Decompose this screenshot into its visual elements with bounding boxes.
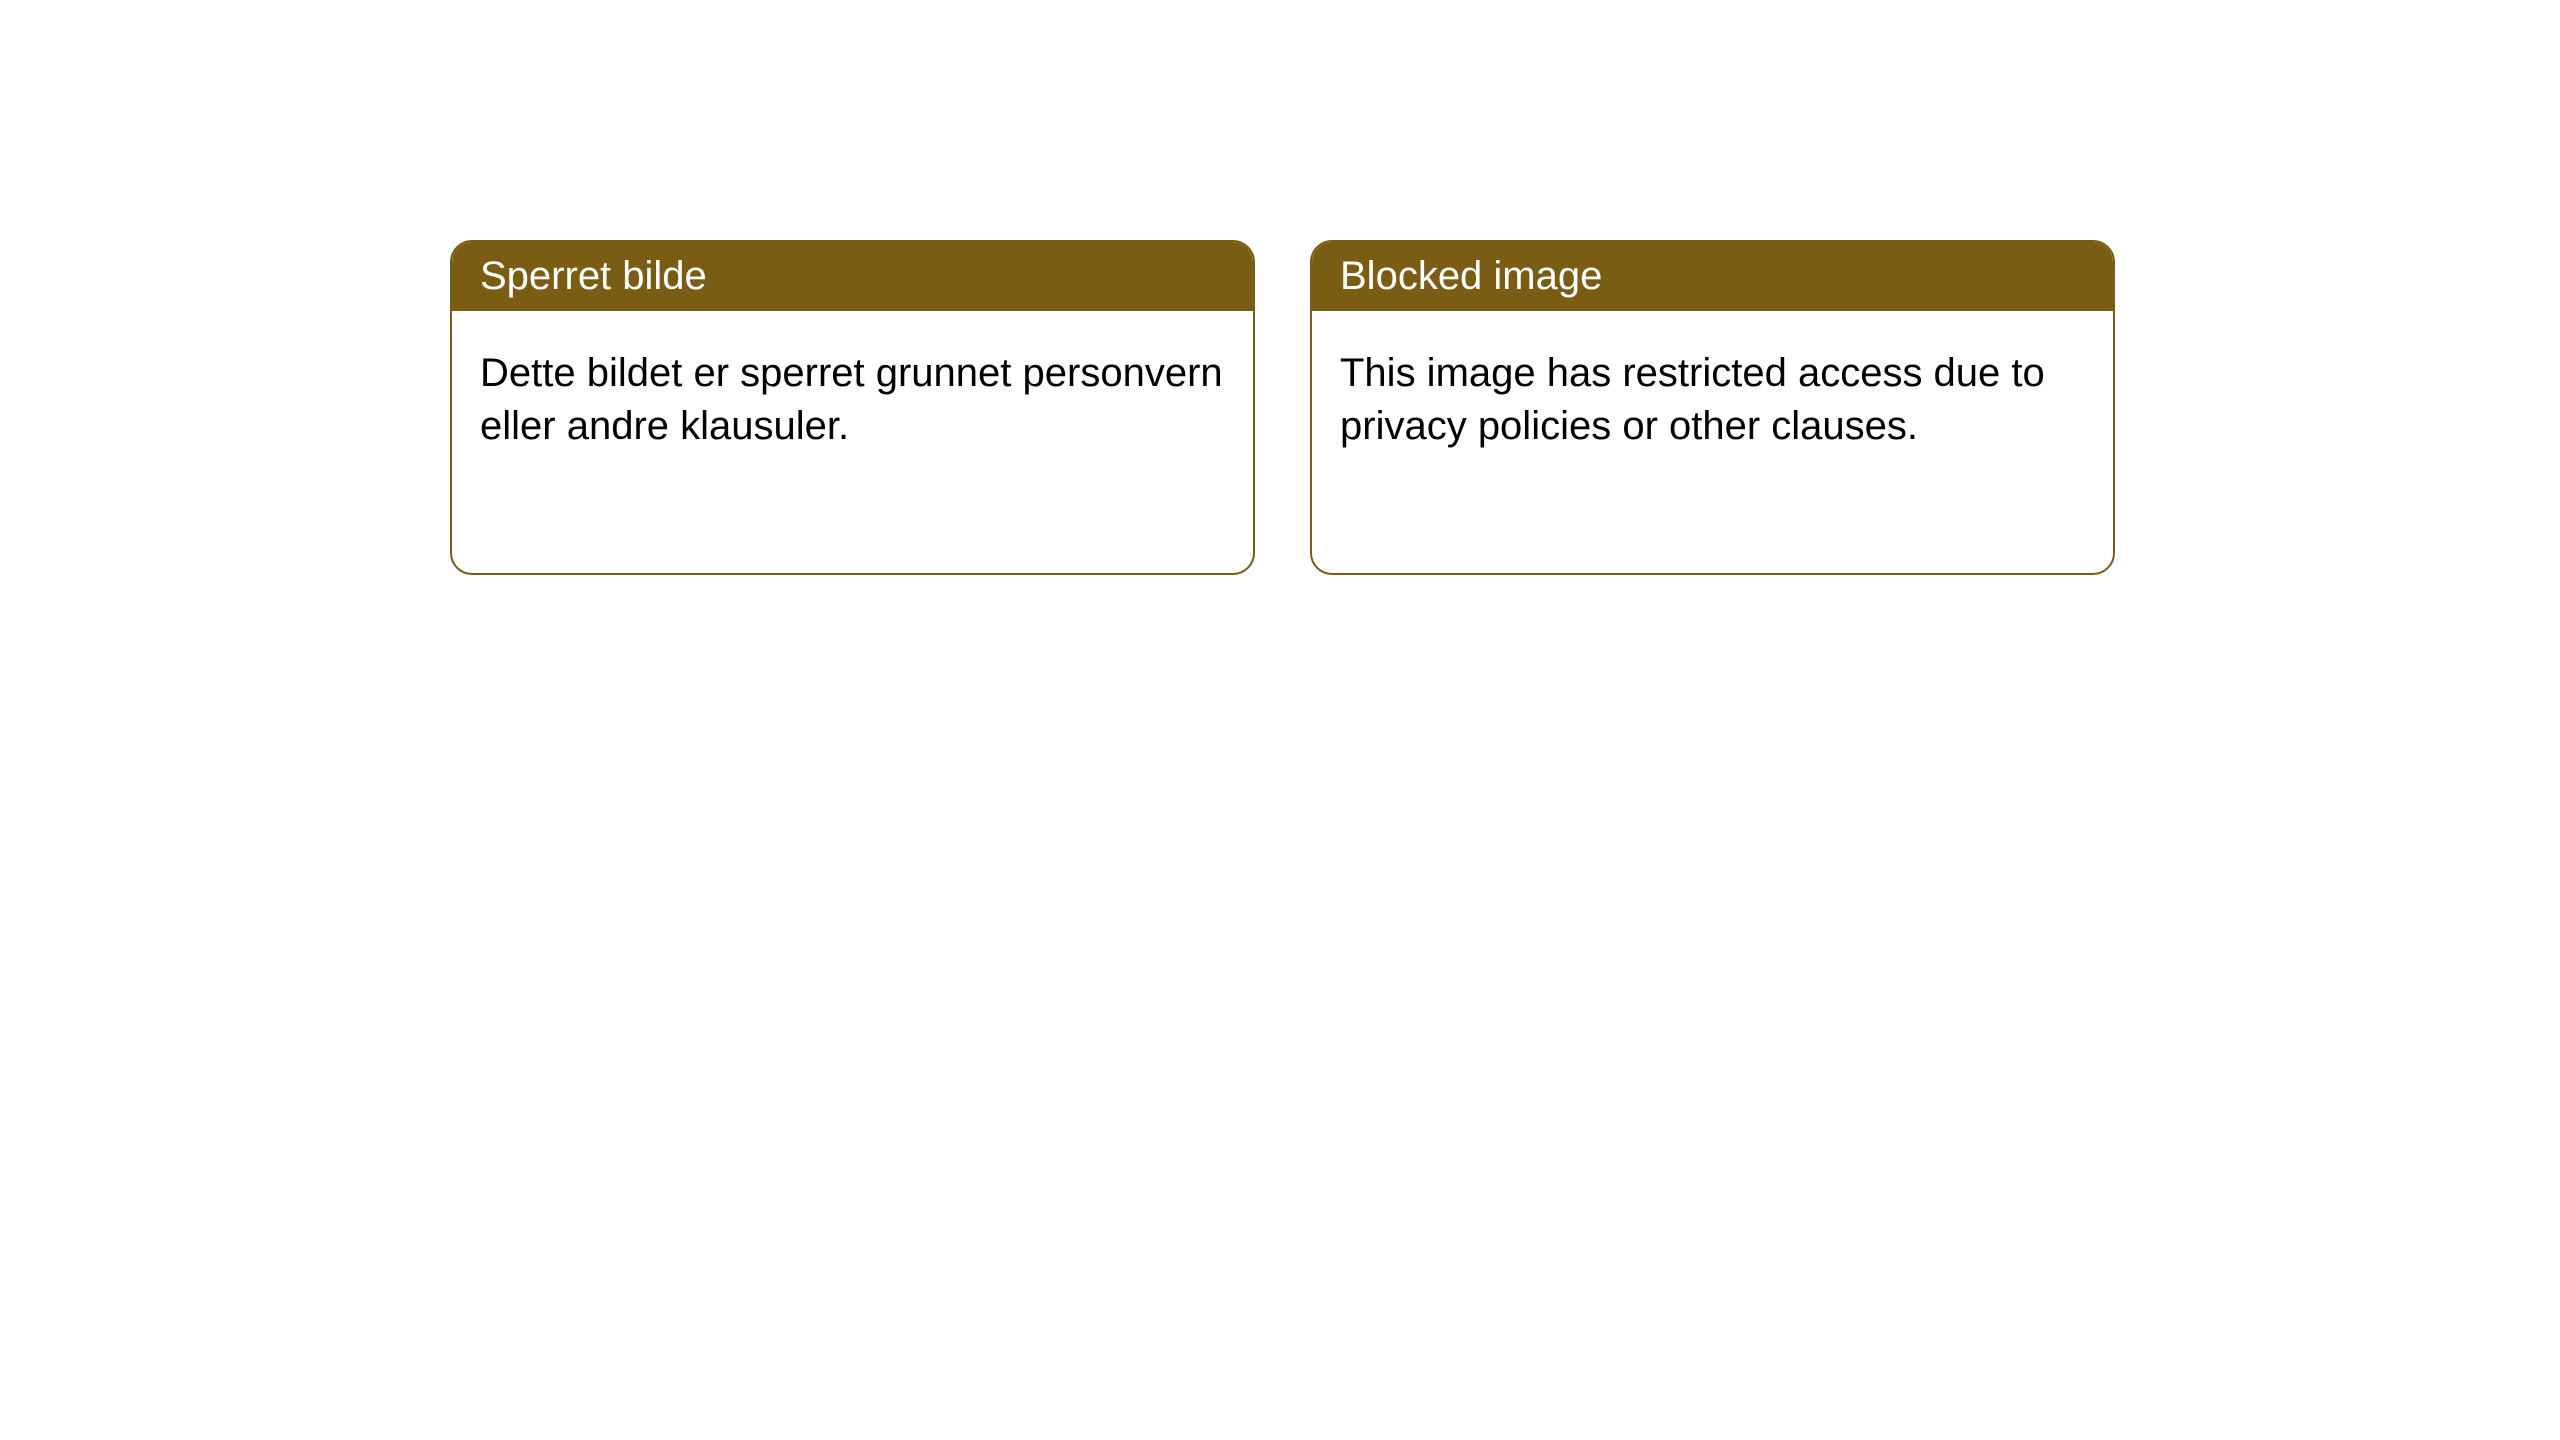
notice-card-norwegian: Sperret bilde Dette bildet er sperret gr…: [450, 240, 1255, 575]
notice-body: This image has restricted access due to …: [1312, 311, 2113, 489]
notice-body: Dette bildet er sperret grunnet personve…: [452, 311, 1253, 489]
notice-card-english: Blocked image This image has restricted …: [1310, 240, 2115, 575]
notice-title: Blocked image: [1312, 242, 2113, 311]
notice-container: Sperret bilde Dette bildet er sperret gr…: [0, 0, 2560, 575]
notice-title: Sperret bilde: [452, 242, 1253, 311]
